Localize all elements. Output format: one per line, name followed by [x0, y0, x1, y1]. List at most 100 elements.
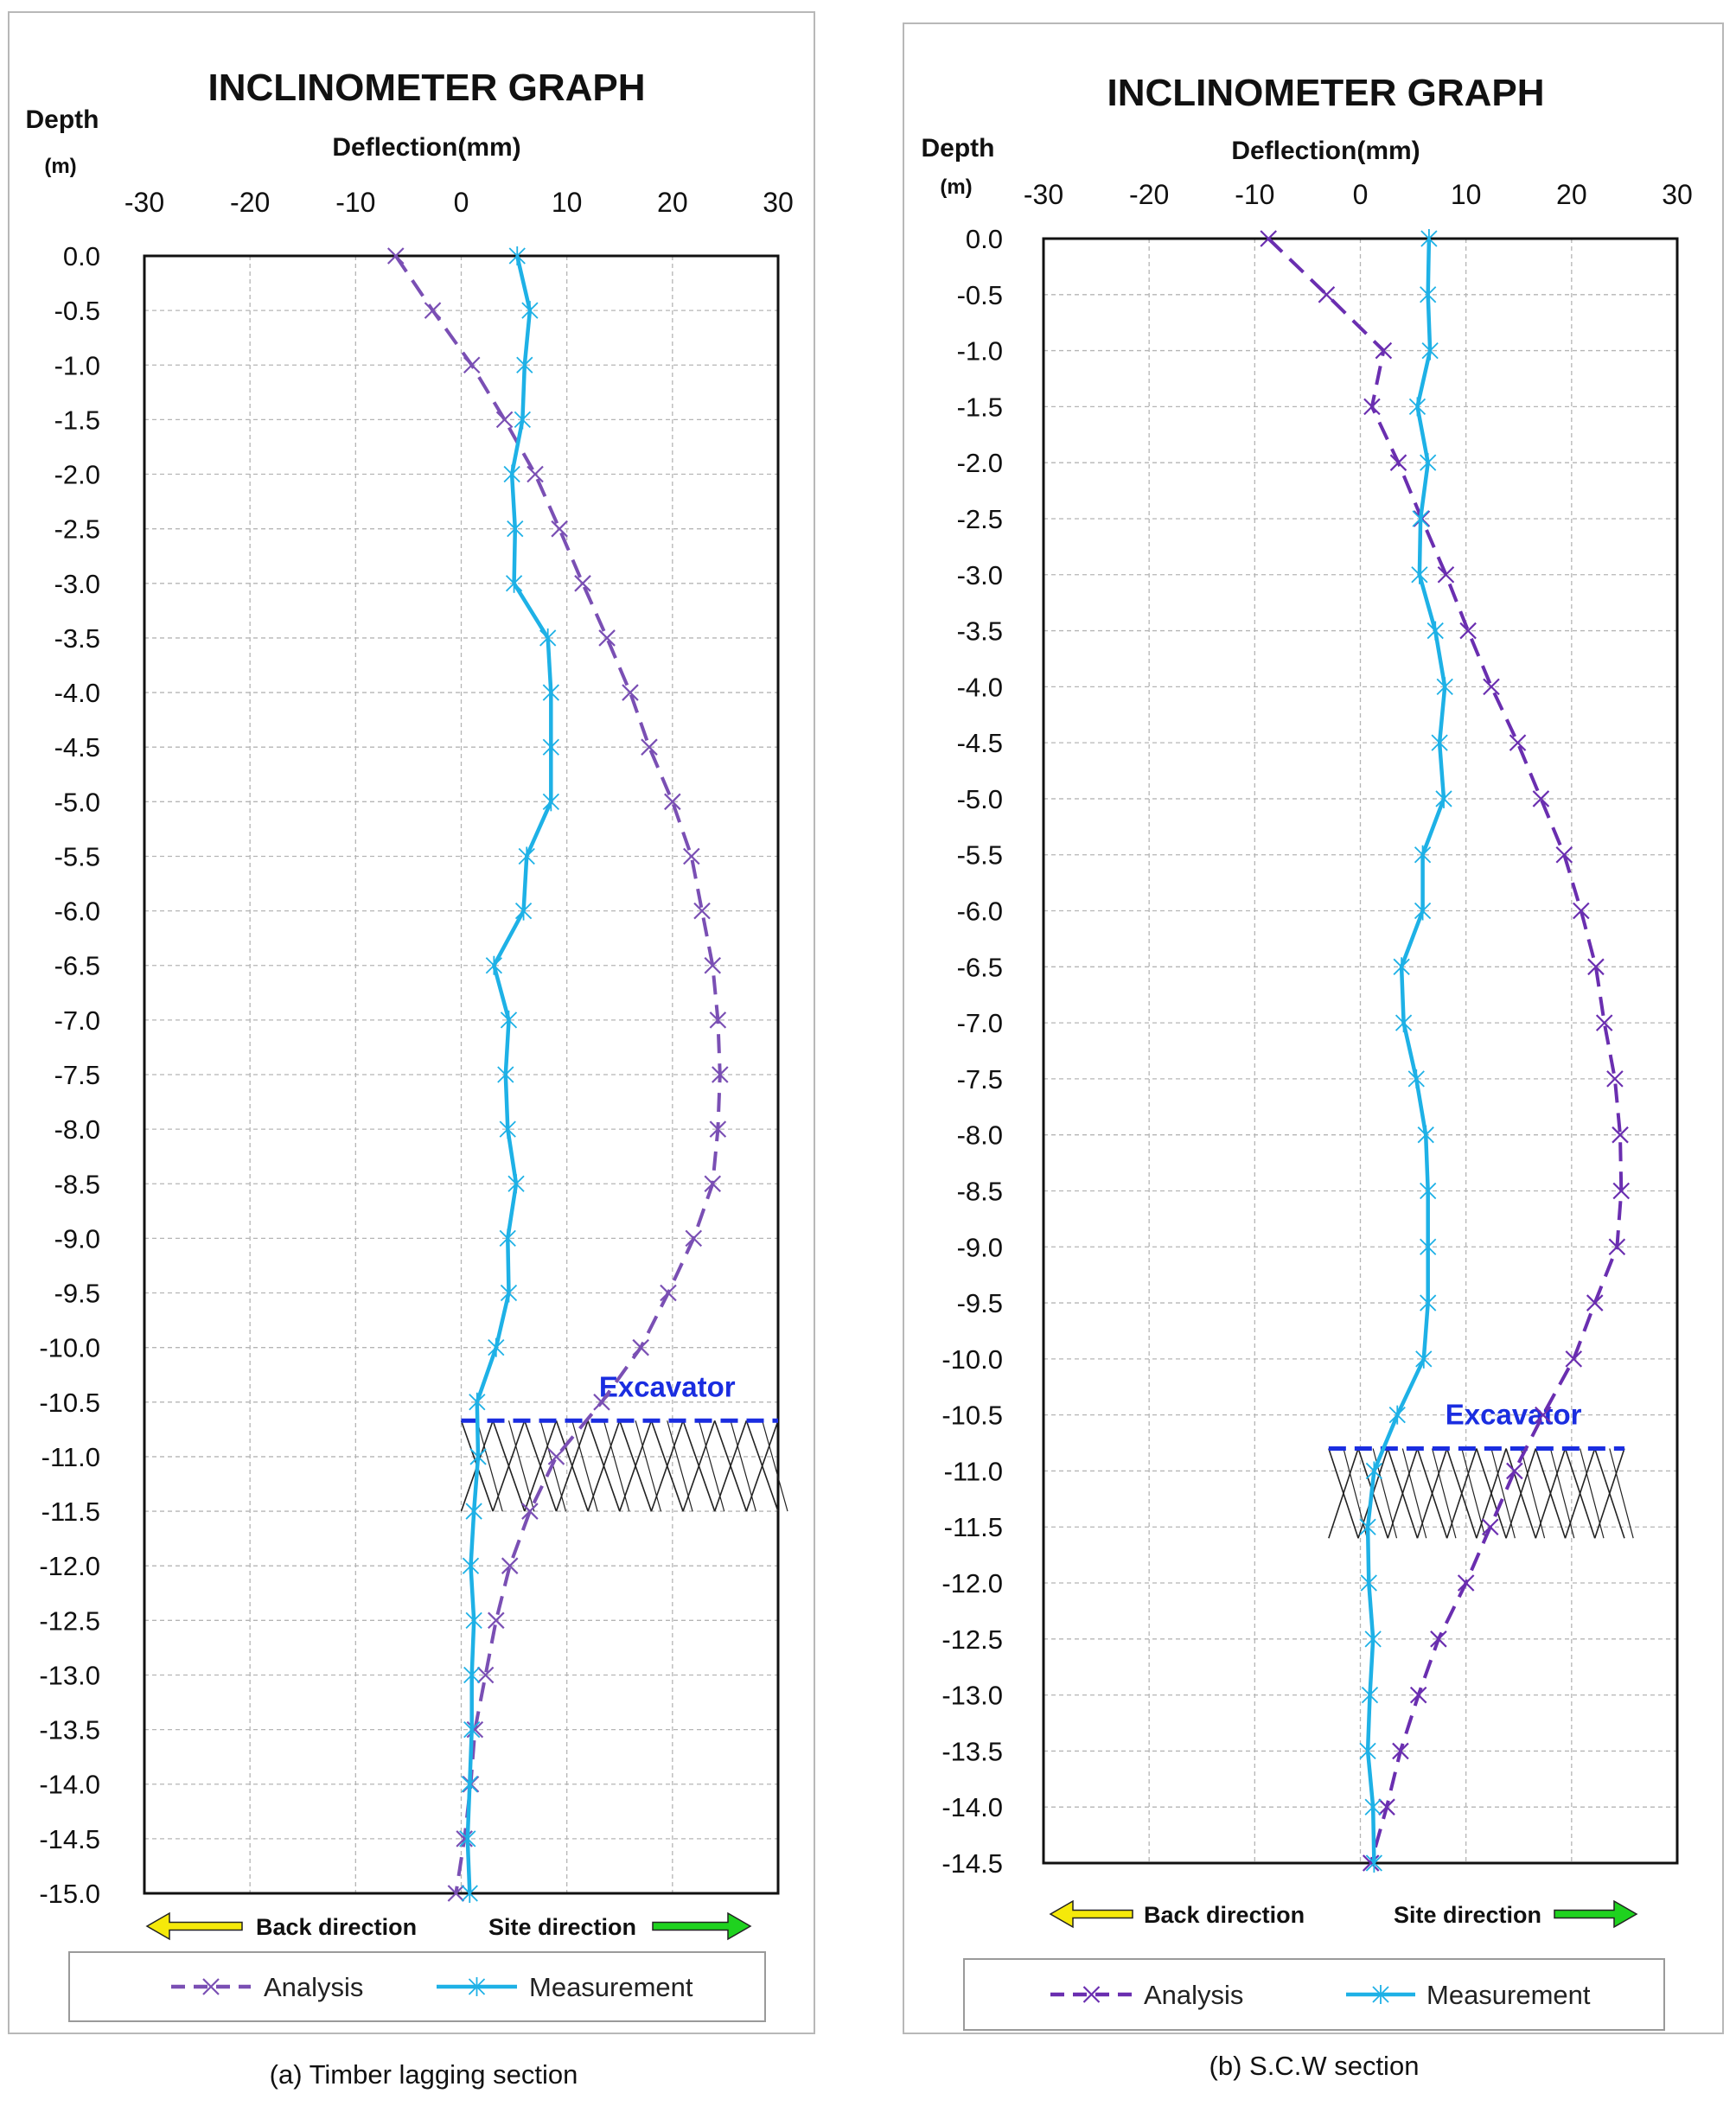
data-point-analysis-b	[641, 738, 658, 756]
y-tick-label: -2.0	[54, 460, 100, 490]
y-tick-label: -4.0	[54, 678, 100, 708]
x-tick-label: -10	[335, 187, 375, 218]
data-point-analysis-b	[1430, 1631, 1447, 1648]
data-point-analysis-b	[1483, 678, 1500, 696]
y-tick-label: -7.0	[957, 1008, 1003, 1038]
legend-box	[68, 1951, 766, 2022]
x-tick-label: -30	[1024, 179, 1063, 210]
y-axis-label: Depth	[922, 134, 995, 163]
data-point-analysis-b	[1612, 1182, 1631, 1200]
data-point-analysis-b	[693, 902, 711, 920]
data-point-analysis-b	[547, 1448, 565, 1465]
site-direction-arrow	[652, 1911, 752, 1941]
plot-area-border	[143, 254, 780, 1895]
y-tick-label: -10.0	[941, 1344, 1003, 1375]
back-direction-label: Back direction	[256, 1914, 417, 1940]
y-tick-label: -6.0	[957, 897, 1003, 927]
y-tick-label: -13.0	[39, 1660, 100, 1690]
chart-panel-1: INCLINOMETER GRAPH Deflection(mm) Depth (m)…	[8, 11, 815, 2090]
y-tick-label: -1.5	[54, 405, 100, 435]
y-tick-label: -12.5	[39, 1605, 100, 1636]
hatch-line	[1505, 1448, 1537, 1539]
y-tick-label: -2.5	[54, 514, 100, 545]
y-tick-label: -5.5	[54, 841, 100, 871]
hatch-line	[492, 1420, 526, 1512]
series-analysis	[1260, 230, 1631, 1872]
data-point-analysis-b	[501, 1557, 519, 1574]
hatch-line	[555, 1420, 589, 1512]
x-tick-label: 10	[552, 187, 583, 218]
y-tick-label: -2.5	[957, 504, 1003, 534]
x-tick-label: 30	[763, 187, 794, 218]
hatch-line	[524, 1420, 558, 1512]
x-axis-label: Deflection(mm)	[1231, 137, 1420, 165]
y-tick-label: -11.0	[944, 1456, 1003, 1486]
series-analysis	[386, 247, 729, 1902]
excavator-hatch	[460, 1420, 788, 1512]
y-tick-label: -10.0	[39, 1333, 100, 1363]
y-tick-label: -12.0	[941, 1568, 1003, 1599]
data-point-analysis-b	[1606, 1070, 1624, 1088]
y-tick-label: -9.0	[957, 1232, 1003, 1262]
y-tick-label: -11.5	[944, 1512, 1003, 1542]
panel-caption: (b) S.C.W section	[1209, 2051, 1420, 2081]
hatch-line	[1593, 1448, 1625, 1539]
data-point-analysis-b	[1389, 454, 1407, 471]
data-point-analysis-b	[660, 1284, 677, 1302]
data-point-analysis-b	[1506, 1462, 1523, 1480]
data-point-analysis-b	[1363, 398, 1381, 416]
chart-title: INCLINOMETER GRAPH	[208, 67, 646, 109]
data-point-analysis-b	[1587, 958, 1605, 976]
hatch-line	[1387, 1448, 1419, 1539]
hatch-line	[745, 1420, 779, 1512]
y-tick-label: -3.5	[54, 623, 100, 654]
y-tick-label: -14.0	[39, 1770, 100, 1800]
y-tick-label: 0.0	[63, 241, 100, 271]
data-point-analysis-b	[712, 1066, 729, 1083]
y-tick-label: -11.0	[41, 1442, 100, 1472]
site-direction-arrow	[1554, 1899, 1638, 1929]
y-tick-label: 0.0	[966, 224, 1003, 254]
data-point-analysis-b	[1318, 286, 1336, 303]
y-tick-label: -5.0	[54, 787, 100, 817]
hatch-line	[1476, 1448, 1507, 1539]
x-tick-label: 10	[1451, 179, 1482, 210]
x-tick-label: 20	[1556, 179, 1587, 210]
hatch-line	[618, 1420, 653, 1512]
x-tick-label: -20	[1129, 179, 1169, 210]
data-point-analysis-b	[593, 1394, 610, 1411]
y-tick-label: -7.0	[54, 1005, 100, 1036]
y-tick-label: -8.0	[54, 1114, 100, 1145]
data-point-analysis-b	[1459, 622, 1477, 640]
data-point-analysis-b	[664, 793, 681, 811]
data-point-analysis-b	[1362, 1854, 1380, 1872]
y-tick-label: -9.5	[957, 1288, 1003, 1318]
data-point-analysis-b	[632, 1338, 649, 1356]
legend-label-analysis: Analysis	[264, 1972, 363, 2002]
data-point-analysis-b	[488, 1611, 505, 1630]
data-point-analysis-b	[1437, 565, 1455, 584]
y-tick-label: -1.0	[54, 350, 100, 380]
y-tick-label: -4.5	[957, 728, 1003, 758]
data-point-analysis-b	[1260, 230, 1277, 247]
x-tick-label: 20	[657, 187, 688, 218]
data-point-analysis-b	[709, 1012, 727, 1029]
y-tick-label: -9.0	[54, 1223, 100, 1254]
hatch-line	[1609, 1448, 1634, 1539]
data-point-analysis-b	[1595, 1014, 1613, 1031]
y-tick-label: -8.5	[54, 1169, 100, 1199]
y-tick-label: -14.5	[941, 1848, 1003, 1879]
site-direction-label: Site direction	[1394, 1902, 1541, 1928]
y-tick-label: -0.5	[54, 296, 100, 326]
data-point-analysis-b	[447, 1885, 465, 1902]
hatch-line	[682, 1420, 716, 1512]
y-tick-label: -13.5	[941, 1736, 1003, 1766]
hatch-line	[1328, 1448, 1359, 1539]
data-point-analysis-b	[527, 465, 544, 483]
data-point-analysis-b	[521, 1503, 539, 1520]
y-tick-label: -7.5	[54, 1060, 100, 1090]
hatch-line	[1446, 1448, 1478, 1539]
x-tick-label: -30	[124, 187, 164, 218]
data-point-analysis-b	[574, 575, 591, 592]
y-tick-label: -6.5	[54, 951, 100, 981]
